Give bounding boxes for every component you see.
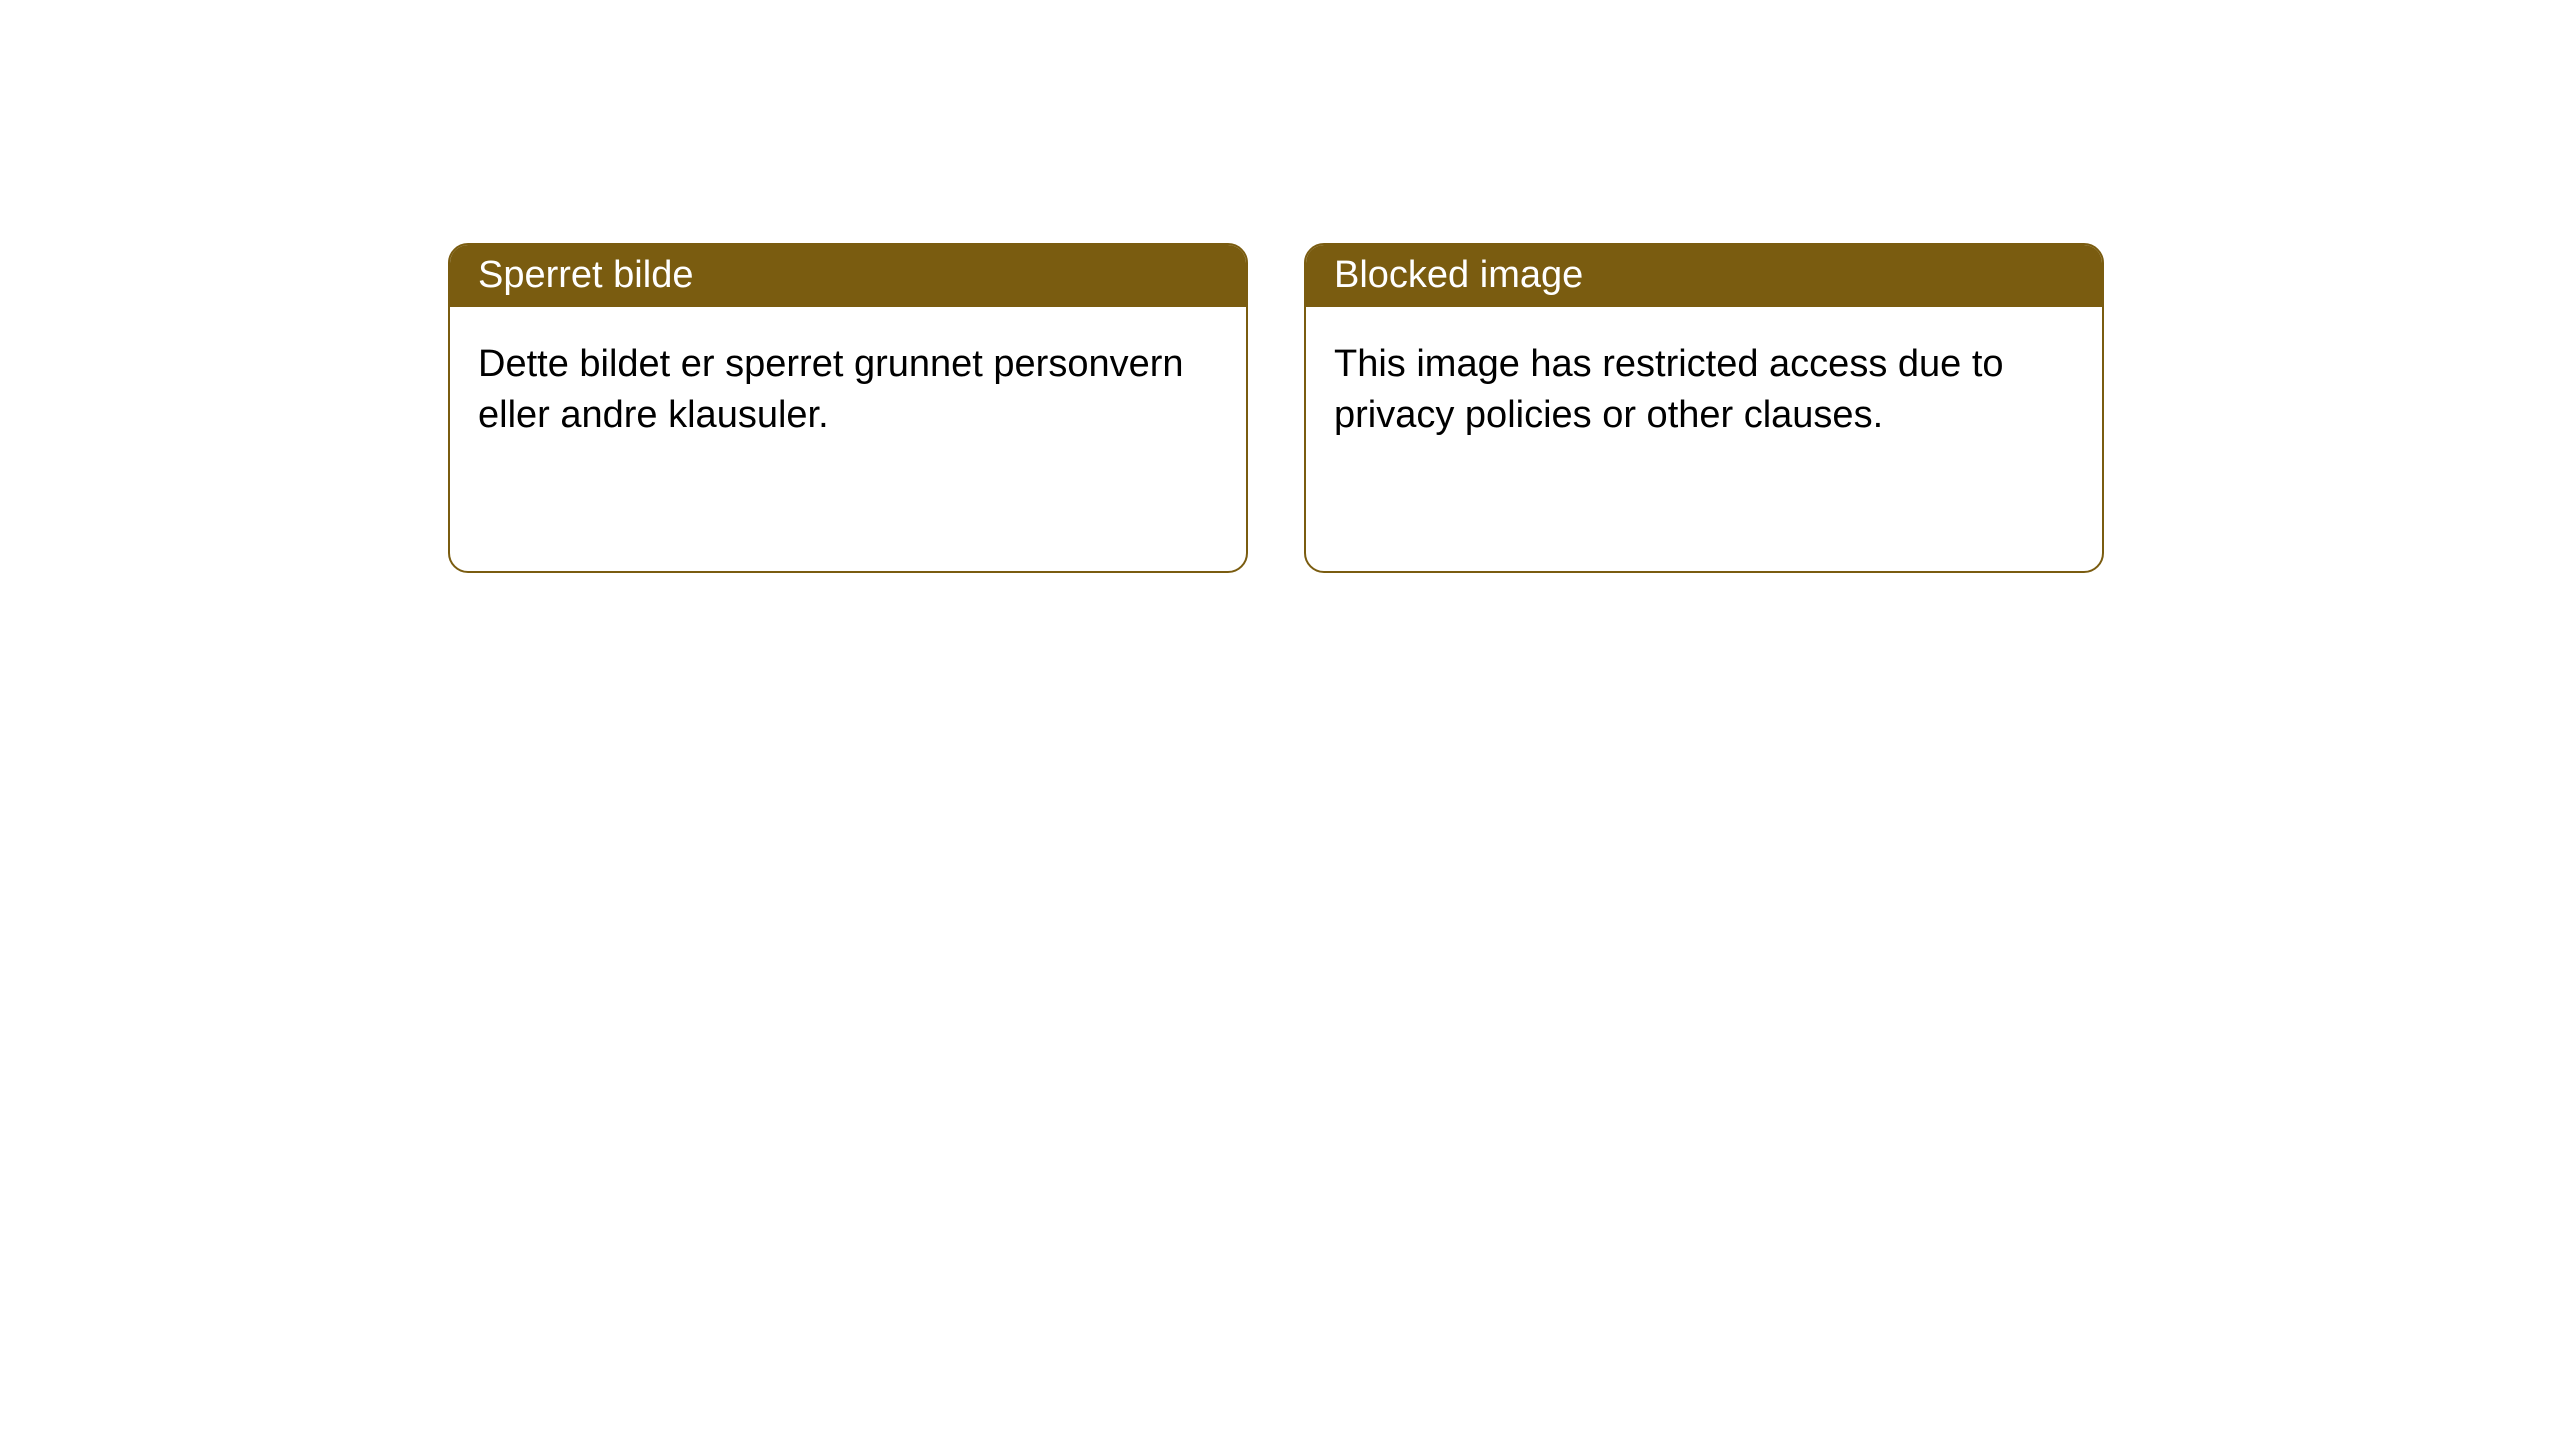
- notice-cards-container: Sperret bilde Dette bildet er sperret gr…: [0, 0, 2560, 573]
- notice-card-english: Blocked image This image has restricted …: [1304, 243, 2104, 573]
- notice-card-body: This image has restricted access due to …: [1306, 307, 2102, 474]
- notice-card-norwegian: Sperret bilde Dette bildet er sperret gr…: [448, 243, 1248, 573]
- notice-card-title: Sperret bilde: [450, 245, 1246, 307]
- notice-card-title: Blocked image: [1306, 245, 2102, 307]
- notice-card-body: Dette bildet er sperret grunnet personve…: [450, 307, 1246, 474]
